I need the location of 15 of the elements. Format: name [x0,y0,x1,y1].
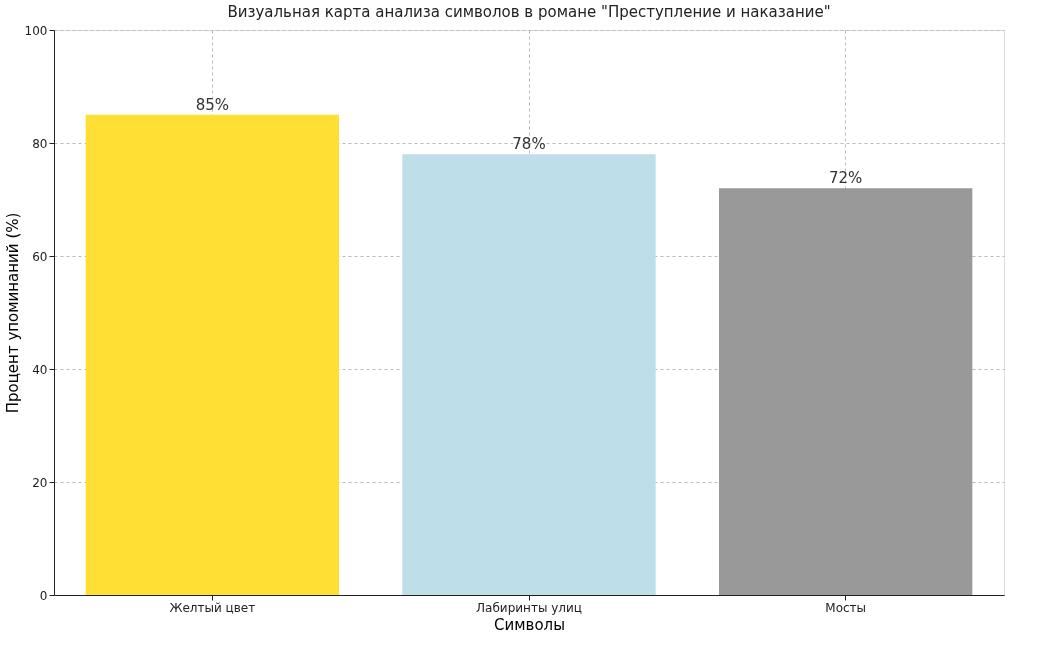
x-tick-label: Лабиринты улиц [476,600,582,615]
chart-title: Визуальная карта анализа символов в романе "Преступление и наказание" [227,3,831,21]
y-tick-label: 60 [32,249,48,264]
y-tick-label: 0 [39,588,48,603]
data-label: 72% [828,169,863,188]
data-label: 85% [195,95,230,114]
y-tick-label: 40 [32,362,48,377]
y-tick-label: 100 [24,23,48,38]
y-tick-label: 20 [32,475,48,490]
x-tick-label: Мосты [825,600,867,615]
x-tick-label: Желтый цвет [169,600,256,615]
y-axis-title: Процент упоминаний (%) [3,212,22,414]
y-tick-label: 80 [32,136,48,151]
x-axis-title: Символы [494,615,565,634]
data-label: 78% [512,135,546,154]
